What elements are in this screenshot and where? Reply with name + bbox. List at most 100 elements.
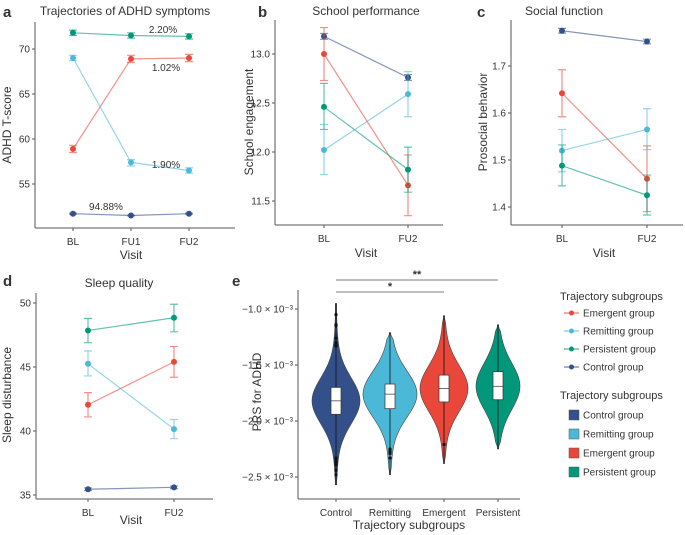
x-tick-label: FU2	[165, 508, 184, 519]
data-point	[186, 167, 192, 174]
chart-title: Social function	[525, 4, 603, 18]
legend-box-swatch	[568, 466, 580, 478]
outlier-point	[334, 341, 338, 345]
box	[492, 371, 504, 401]
legend-label: Control group	[583, 363, 644, 374]
data-point	[85, 401, 91, 408]
panel-label: b	[258, 4, 267, 21]
x-tick-label: Remitting	[369, 508, 411, 519]
outlier-point	[334, 463, 338, 467]
violin-persistent	[475, 324, 521, 450]
data-point	[186, 55, 192, 61]
y-tick-label: 13.0	[251, 50, 271, 61]
outlier-point	[388, 449, 392, 453]
data-point	[186, 33, 192, 40]
data-point	[559, 27, 565, 34]
data-point	[321, 147, 327, 154]
data-point	[321, 51, 327, 57]
x-axis-label: Visit	[355, 246, 378, 260]
y-tick-label: 11.5	[251, 197, 270, 208]
annotation-label: 1.02%	[152, 63, 180, 74]
data-point	[171, 358, 177, 365]
y-tick-label: 65	[19, 90, 31, 101]
data-point	[186, 210, 192, 217]
y-tick-label: −1.0 × 10⁻³	[242, 305, 294, 316]
y-tick-label: 40	[20, 427, 32, 438]
data-point	[405, 166, 411, 173]
y-tick-label: 50	[20, 299, 32, 310]
outlier-point	[334, 456, 338, 460]
violin-emergent	[419, 315, 469, 464]
y-tick-label: 35	[20, 491, 32, 502]
series-line	[323, 93, 409, 151]
series-line	[323, 35, 409, 79]
series-line	[561, 128, 648, 152]
y-tick-label: 60	[19, 135, 31, 146]
outlier-point	[334, 324, 338, 328]
significance-label: *	[388, 281, 393, 293]
series-control	[84, 484, 178, 493]
data-point	[405, 91, 411, 98]
y-tick-label: 70	[19, 45, 31, 56]
data-point	[70, 210, 76, 217]
y-tick-label: 12.5	[251, 99, 271, 110]
x-tick-label: FU2	[399, 234, 418, 245]
series-emergent	[558, 69, 651, 213]
outlier-point	[442, 442, 446, 447]
x-tick-label: Control	[320, 508, 352, 519]
series-persistent	[320, 82, 412, 193]
x-tick-label: FU2	[180, 237, 199, 248]
x-tick-label: Emergent	[422, 508, 466, 519]
data-point	[559, 90, 565, 97]
x-tick-label: BL	[67, 237, 80, 248]
annotation-label: 1.90%	[152, 160, 180, 171]
series-persistent	[84, 303, 178, 344]
annotation-label: 2.20%	[149, 25, 177, 36]
series-persistent	[558, 144, 651, 216]
series-control	[320, 32, 412, 82]
y-tick-label: 1.5	[492, 156, 506, 167]
data-point	[85, 327, 91, 334]
data-point	[128, 55, 134, 62]
y-tick-label: 12.0	[251, 148, 271, 159]
legend-dot	[569, 310, 574, 316]
legend-box-swatch	[568, 447, 580, 459]
data-point	[128, 159, 134, 166]
legend-label: Control group	[583, 411, 644, 422]
x-tick-label: BL	[82, 508, 95, 519]
outlier-point	[388, 447, 392, 451]
panel-label: d	[3, 273, 12, 290]
y-tick-label: −2.0 × 10⁻³	[242, 417, 294, 428]
x-axis-label: Visit	[120, 513, 143, 527]
data-point	[70, 145, 76, 152]
significance-label: **	[413, 269, 422, 281]
legend-box-swatch	[568, 428, 580, 440]
data-point	[128, 32, 134, 39]
data-point	[128, 212, 134, 219]
series-remitting	[69, 54, 193, 174]
chart-title: Sleep quality	[85, 276, 154, 290]
y-tick-label: 45	[20, 363, 32, 374]
data-point	[644, 126, 650, 133]
outlier-point	[334, 468, 338, 472]
legend-dot	[569, 364, 574, 370]
series-line	[561, 165, 648, 196]
y-axis-label: PRS for ADHD	[250, 352, 264, 431]
outlier-point	[334, 313, 338, 317]
outlier-point	[388, 456, 392, 460]
x-tick-label: Persistent	[476, 508, 521, 519]
data-point	[171, 314, 177, 321]
box	[384, 383, 396, 410]
series-line	[323, 106, 409, 171]
data-point	[321, 103, 327, 110]
data-point	[171, 426, 177, 433]
data-point	[171, 484, 177, 491]
data-point	[70, 55, 76, 61]
series-line	[87, 317, 175, 332]
x-axis-label: Visit	[593, 246, 616, 260]
series-line	[87, 486, 175, 490]
y-tick-label: 1.7	[492, 62, 506, 73]
data-point	[559, 162, 565, 169]
series-emergent	[84, 345, 178, 418]
